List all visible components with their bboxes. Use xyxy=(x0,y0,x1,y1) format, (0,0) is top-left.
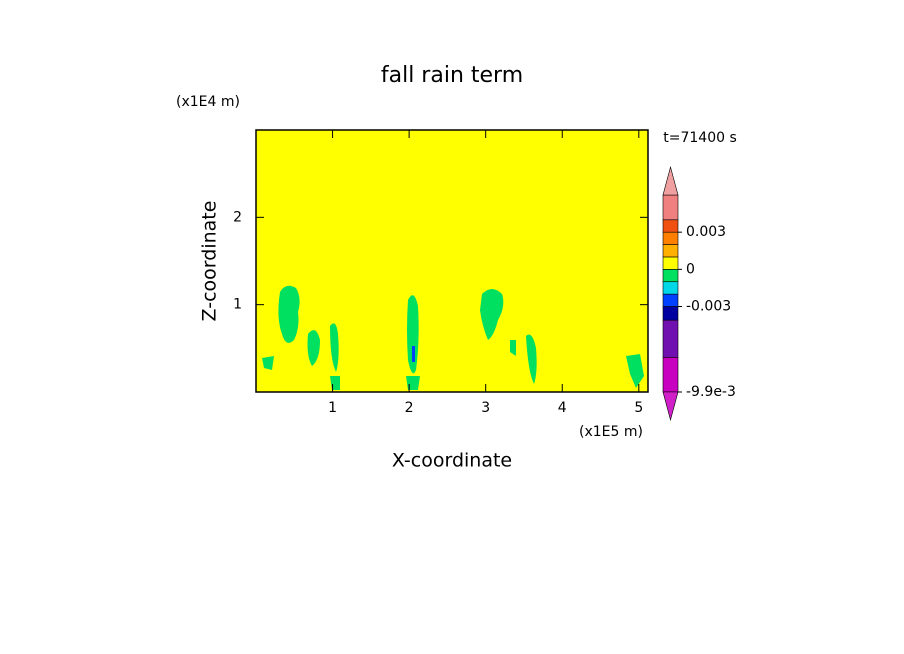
rain-region xyxy=(480,289,504,340)
plot-frame xyxy=(255,129,649,393)
colorbar-band xyxy=(662,231,679,245)
colorbar-band xyxy=(662,357,679,393)
rain-region xyxy=(510,340,516,356)
colorbar-tick-label: -0.003 xyxy=(686,299,731,315)
x-tick-label: 1 xyxy=(328,400,337,416)
colorbar-band xyxy=(662,219,679,233)
rain-region xyxy=(330,323,339,372)
annotation: t=71400 s xyxy=(663,130,737,146)
colorbar-band xyxy=(662,319,679,358)
colorbar-band xyxy=(662,281,679,295)
colorbar-band xyxy=(662,244,679,258)
rain-region xyxy=(406,376,420,390)
colorbar-extend xyxy=(662,165,679,196)
colorbar-extend xyxy=(662,391,679,422)
y-tick-label: 2 xyxy=(233,209,242,225)
x-tick-label: 2 xyxy=(405,400,414,416)
colorbar-band xyxy=(662,306,679,321)
colorbar-band xyxy=(662,293,679,307)
rain-region xyxy=(407,295,419,374)
colorbar-band xyxy=(662,256,679,270)
colorbar-tick-label: 0 xyxy=(686,261,695,277)
colorbar-tick-label: -9.9e-3 xyxy=(686,384,736,400)
rain-region xyxy=(526,334,537,384)
rain-regions xyxy=(262,285,644,390)
x-tick-label: 4 xyxy=(558,400,567,416)
rain-region xyxy=(278,285,300,343)
colorbar-band xyxy=(662,269,679,283)
x-unit: (x1E5 m) xyxy=(579,424,643,440)
rain-region xyxy=(262,356,274,370)
y-tick-label: 1 xyxy=(233,297,242,313)
x-tick-label: 3 xyxy=(481,400,490,416)
colorbar-band xyxy=(662,194,679,221)
rain-region xyxy=(626,354,644,388)
y-axis-label: Z-coordinate xyxy=(199,201,221,322)
rain-region xyxy=(412,346,415,362)
y-unit: (x1E4 m) xyxy=(176,94,240,110)
rain-region xyxy=(307,330,320,366)
plot-background xyxy=(256,130,648,392)
x-axis-label: X-coordinate xyxy=(392,450,512,472)
x-tick-label: 5 xyxy=(634,400,643,416)
chart-title: fall rain term xyxy=(381,63,523,88)
colorbar-tick-label: 0.003 xyxy=(686,224,726,240)
